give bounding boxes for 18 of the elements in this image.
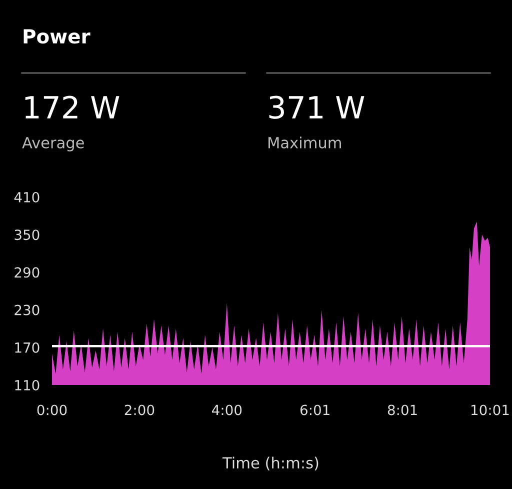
text: Maximum [268, 136, 341, 148]
x-tick-label: 6:01 [300, 404, 330, 416]
y-tick-label: 170 [15, 342, 40, 353]
y-tick-label: 290 [14, 267, 40, 278]
x-tick-label: 2:00 [124, 404, 154, 416]
y-tick-label: 410 [14, 192, 40, 202]
y-tick-label: 350 [14, 230, 40, 240]
x-tick-label: 0:00 [37, 404, 67, 416]
text: 371 W [269, 96, 364, 119]
chart-title: Power [24, 29, 90, 44]
text: 172 W [25, 96, 120, 118]
text: Average [22, 137, 84, 152]
x-tick-label: 10:01 [472, 404, 509, 416]
y-tick-label: 110 [15, 380, 40, 390]
y-tick-label: 230 [14, 304, 40, 316]
x-tick-label: 8:01 [388, 404, 417, 416]
x-axis-title: Time (h:m:s) [222, 456, 318, 470]
x-tick-label: 4:00 [212, 404, 242, 416]
